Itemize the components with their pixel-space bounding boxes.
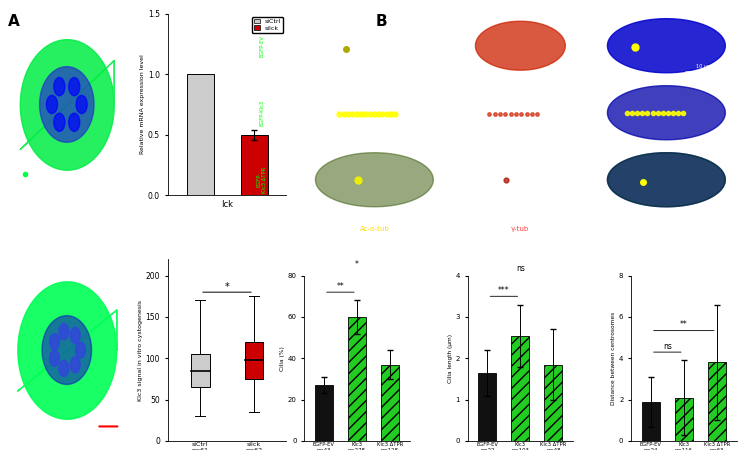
Circle shape: [59, 360, 68, 377]
Text: 10 μm: 10 μm: [696, 63, 712, 68]
Text: **: **: [336, 282, 344, 291]
Circle shape: [59, 324, 68, 340]
Text: ns: ns: [663, 342, 672, 351]
Y-axis label: Relative mRNA expression level: Relative mRNA expression level: [140, 54, 145, 154]
Text: slIck: slIck: [11, 265, 28, 274]
Text: 10 μm: 10 μm: [551, 63, 566, 68]
Polygon shape: [42, 316, 92, 384]
Text: ns: ns: [516, 265, 525, 274]
Bar: [511, 336, 530, 441]
Text: EGFP-EV: EGFP-EV: [260, 35, 265, 57]
Y-axis label: Cilia length (μm): Cilia length (μm): [448, 334, 452, 383]
Text: EGFP-
Klc3 ΔTPR: EGFP- Klc3 ΔTPR: [257, 166, 267, 193]
Bar: [187, 74, 214, 195]
Text: ***: ***: [498, 286, 510, 295]
Text: *: *: [355, 261, 359, 270]
Bar: [381, 364, 399, 441]
Text: 10 μm: 10 μm: [405, 63, 420, 68]
Y-axis label: Distance between centrosomes: Distance between centrosomes: [611, 312, 616, 405]
Polygon shape: [315, 153, 433, 207]
Polygon shape: [39, 67, 94, 142]
Y-axis label: Klc3 signal in vitro cystogenesis: Klc3 signal in vitro cystogenesis: [138, 300, 143, 400]
Polygon shape: [607, 86, 725, 140]
Text: A: A: [7, 14, 19, 28]
Text: **: **: [680, 320, 687, 329]
Circle shape: [75, 342, 86, 358]
Circle shape: [71, 357, 80, 373]
Text: γ-tub: γ-tub: [511, 226, 530, 232]
FancyBboxPatch shape: [245, 342, 263, 379]
Bar: [348, 317, 366, 441]
Text: *: *: [225, 282, 229, 292]
Text: B: B: [376, 14, 388, 28]
Circle shape: [54, 113, 65, 131]
Text: Merge: Merge: [655, 226, 677, 232]
Bar: [240, 135, 268, 195]
Polygon shape: [607, 153, 725, 207]
Circle shape: [71, 327, 80, 343]
Circle shape: [54, 77, 65, 96]
Text: Ac-α-tub: Ac-α-tub: [359, 226, 389, 232]
Bar: [708, 362, 726, 441]
Bar: [478, 373, 496, 441]
Circle shape: [50, 334, 60, 350]
Circle shape: [46, 95, 57, 113]
Text: EGFP-Klc3: EGFP-Klc3: [260, 99, 265, 126]
Text: siCtrl: siCtrl: [11, 19, 31, 28]
Bar: [675, 398, 693, 441]
Legend: siCtrl, siIck: siCtrl, siIck: [252, 17, 283, 33]
FancyBboxPatch shape: [190, 354, 210, 387]
Y-axis label: Cilia (%): Cilia (%): [280, 346, 285, 371]
Polygon shape: [607, 153, 725, 207]
Polygon shape: [607, 18, 725, 73]
Polygon shape: [475, 21, 565, 70]
Circle shape: [50, 350, 60, 366]
Bar: [642, 402, 660, 441]
Circle shape: [76, 95, 87, 113]
Bar: [315, 385, 333, 441]
Circle shape: [68, 77, 80, 96]
Bar: [545, 364, 562, 441]
Circle shape: [68, 113, 80, 131]
